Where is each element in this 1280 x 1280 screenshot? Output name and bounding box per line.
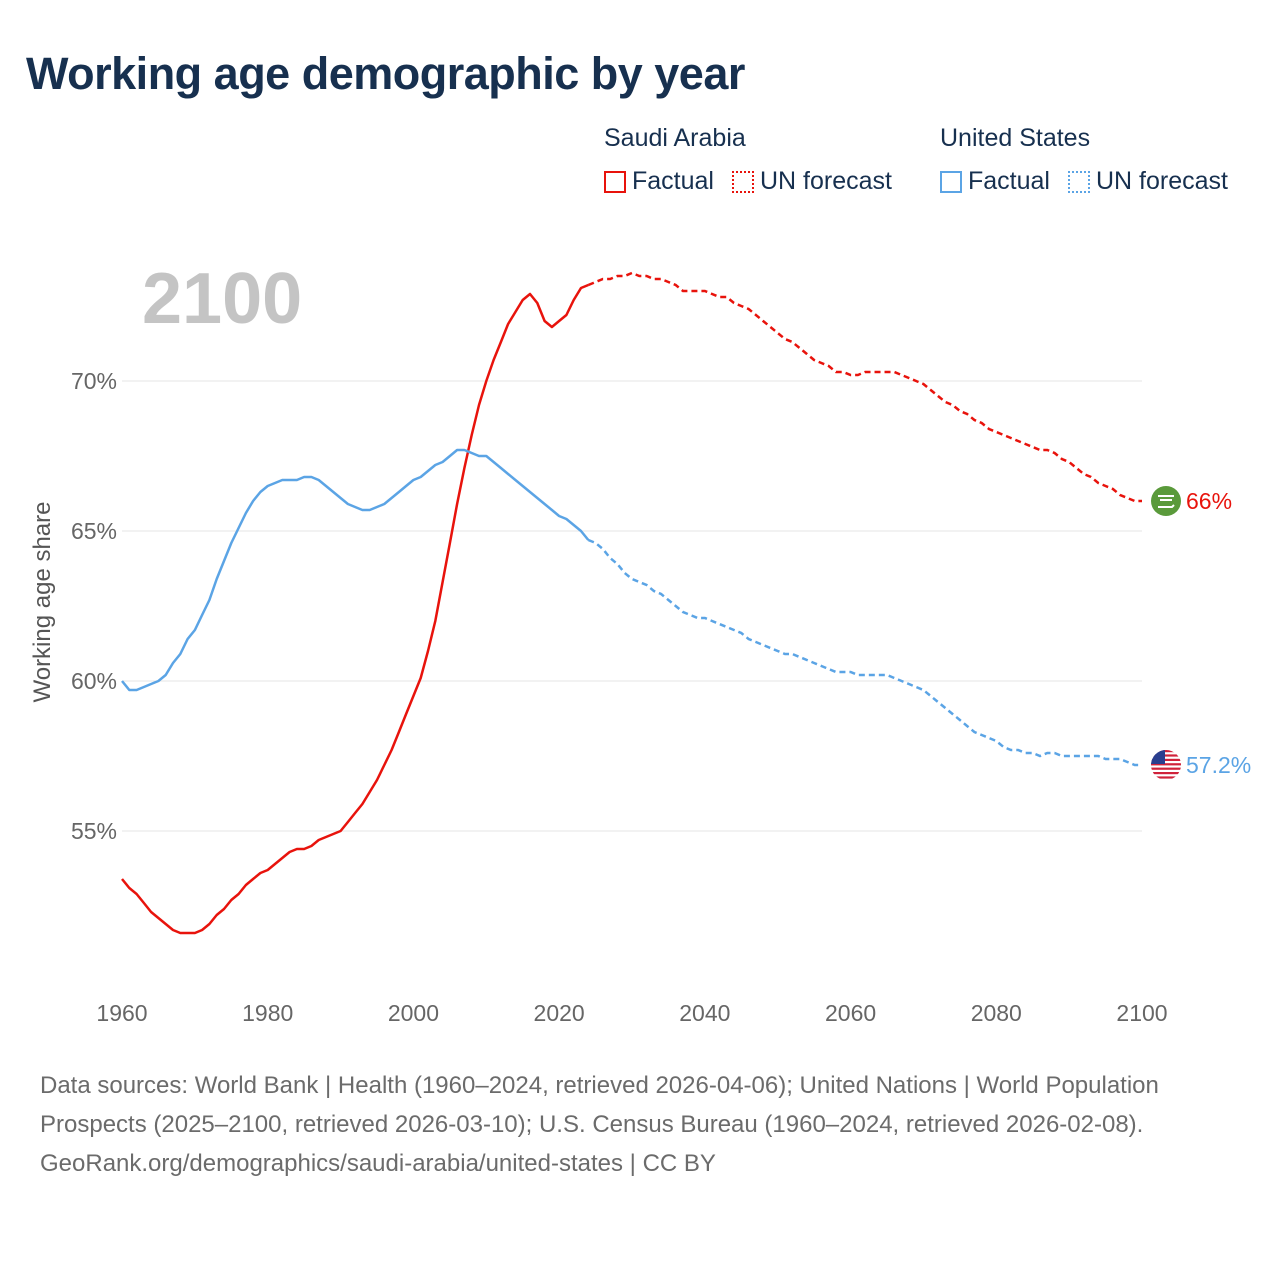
united-states-forecast-line xyxy=(587,538,1142,767)
united-states-end-value-label: 57.2% xyxy=(1186,752,1251,778)
factual-swatch-icon xyxy=(604,170,626,193)
data-sources: Data sources: World Bank | Health (1960–… xyxy=(40,1072,1159,1138)
legend-country-name: United States xyxy=(940,124,1091,152)
saudi-arabia-flag-icon xyxy=(1151,486,1181,516)
legend-united-states: United States Factual UN forecast xyxy=(940,124,1228,196)
flag-stripe xyxy=(1151,767,1181,770)
flag-stripe xyxy=(1151,754,1181,757)
y-tick-label: 60% xyxy=(71,668,117,694)
y-tick-label: 65% xyxy=(71,518,117,544)
legend-forecast-item[interactable]: UN forecast xyxy=(1067,167,1228,196)
x-tick-label: 2100 xyxy=(1116,1000,1167,1026)
united-states-factual-line xyxy=(121,448,590,692)
legend-forecast-label: UN forecast xyxy=(759,167,892,195)
legend-factual-label: Factual xyxy=(632,167,714,195)
legend-factual-item[interactable]: Factual xyxy=(940,167,1050,196)
forecast-swatch-icon xyxy=(1067,170,1090,193)
saudi-arabia-forecast-line xyxy=(587,271,1142,503)
saudi-arabia-end-value-label: 66% xyxy=(1186,488,1232,514)
legend-saudi-arabia: Saudi Arabia Factual UN forecast xyxy=(604,124,892,196)
factual-swatch-icon xyxy=(940,170,962,193)
flag-stripe xyxy=(1151,758,1181,761)
x-tick-label: 2060 xyxy=(825,1000,876,1026)
saudi-arabia-factual-line xyxy=(121,283,589,935)
x-tick-label: 2080 xyxy=(971,1000,1022,1026)
united-states-flag-icon xyxy=(1151,750,1181,780)
flag-stripe xyxy=(1151,750,1181,753)
flag-body xyxy=(1151,750,1181,780)
x-tick-label: 2040 xyxy=(679,1000,730,1026)
legend-forecast-label: UN forecast xyxy=(1095,167,1228,195)
y-axis-label: Working age share xyxy=(29,502,56,703)
year-watermark: 2100 xyxy=(142,259,302,339)
x-tick-label: 1980 xyxy=(242,1000,293,1026)
legend-country-name: Saudi Arabia xyxy=(604,124,746,152)
line-chart: 2100 55% 60% 65% 70% 1960 1980 2000 2020 2040 20… xyxy=(29,259,1251,1026)
flag-stripe xyxy=(1151,763,1181,766)
x-tick-label: 1960 xyxy=(96,1000,147,1026)
flag-canton xyxy=(1151,750,1165,764)
flag-stripe xyxy=(1151,772,1181,775)
x-tick-label: 2020 xyxy=(534,1000,585,1026)
chart-title: Working age demographic by year xyxy=(26,48,745,99)
source-credit-link[interactable]: GeoRank.org/demographics/saudi-arabia/un… xyxy=(40,1150,716,1177)
legend-forecast-item[interactable]: UN forecast xyxy=(731,167,892,196)
forecast-swatch-icon xyxy=(731,170,754,193)
x-tick-label: 2000 xyxy=(388,1000,439,1026)
flag-stripe xyxy=(1151,776,1181,779)
y-tick-label: 70% xyxy=(71,368,117,394)
footer: Data sources: World Bank | Health (1960–… xyxy=(40,1066,1240,1183)
flag-emblem xyxy=(1158,495,1175,508)
legend-factual-item[interactable]: Factual xyxy=(604,167,714,196)
y-tick-label: 55% xyxy=(71,818,117,844)
legend-factual-label: Factual xyxy=(968,167,1050,195)
